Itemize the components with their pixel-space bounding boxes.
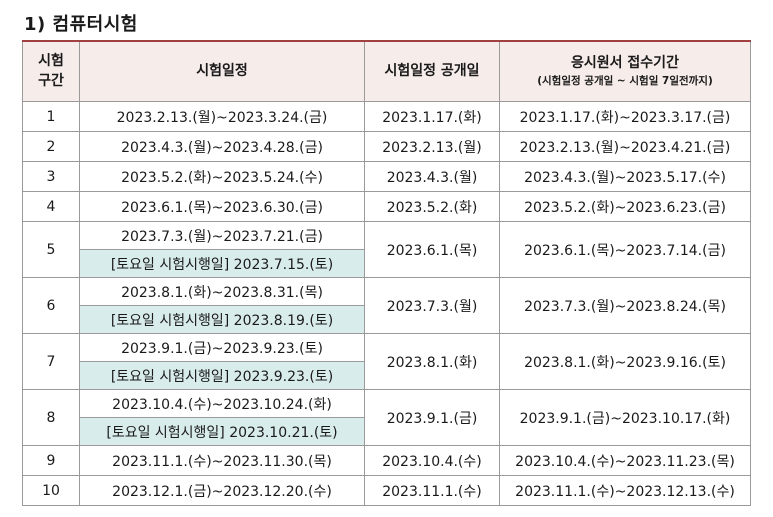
announce-cell: 2023.9.1.(금) <box>364 389 500 446</box>
period-number: 8 <box>22 389 80 446</box>
period-number: 3 <box>22 161 80 192</box>
header-schedule: 시험일정 <box>79 40 365 102</box>
table-body: 1 2023.2.13.(월)~2023.3.24.(금) 2023.1.17.(화… <box>22 101 751 506</box>
header-announce: 시험일정 공개일 <box>364 40 500 102</box>
table-row: 10 2023.12.1.(금)~2023.12.20.(수) 2023.11.1.… <box>22 475 751 506</box>
announce-cell: 2023.1.17.(화) <box>364 101 500 132</box>
application-cell: 2023.4.3.(월)~2023.5.17.(수) <box>499 161 751 192</box>
schedule-cell: 2023.11.1.(수)~2023.11.30.(목) <box>79 445 365 476</box>
announce-cell: 2023.5.2.(화) <box>364 191 500 222</box>
table-row-saturday: [토요일 시험시행일] 2023.8.19.(토) <box>23 305 751 334</box>
announce-cell: 2023.10.4.(수) <box>364 445 500 476</box>
table-row: 5 2023.7.3.(월)~2023.7.21.(금) 2023.6.1.(목) 2… <box>22 221 751 278</box>
application-cell: 2023.10.4.(수)~2023.11.23.(목) <box>499 445 751 476</box>
schedule-cell: 2023.8.1.(화)~2023.8.31.(목) <box>79 277 365 306</box>
table-row: 3 2023.5.2.(화)~2023.5.24.(수) 2023.4.3.(월) 2… <box>22 161 751 192</box>
announce-cell: 2023.2.13.(월) <box>364 131 500 162</box>
period-number: 6 <box>22 277 80 334</box>
schedule-cell: 2023.10.4.(수)~2023.10.24.(화) <box>79 389 365 418</box>
period-number: 4 <box>22 191 80 222</box>
schedule-cell: 2023.6.1.(목)~2023.6.30.(금) <box>79 191 365 222</box>
saturday-exam-cell: [토요일 시험시행일] 2023.9.23.(토) <box>79 361 365 390</box>
saturday-exam-cell: [토요일 시험시행일] 2023.7.15.(토) <box>79 249 365 278</box>
schedule-cell: 2023.9.1.(금)~2023.9.23.(토) <box>79 333 365 362</box>
period-number: 2 <box>22 131 80 162</box>
announce-cell: 2023.6.1.(목) <box>364 221 500 278</box>
saturday-exam-cell: [토요일 시험시행일] 2023.8.19.(토) <box>79 305 365 334</box>
application-cell: 2023.11.1.(수)~2023.12.13.(수) <box>499 475 751 506</box>
schedule-cell: 2023.7.3.(월)~2023.7.21.(금) <box>79 221 365 250</box>
announce-cell: 2023.4.3.(월) <box>364 161 500 192</box>
announce-cell: 2023.11.1.(수) <box>364 475 500 506</box>
announce-cell: 2023.7.3.(월) <box>364 277 500 334</box>
table-row: 2 2023.4.3.(월)~2023.4.28.(금) 2023.2.13.(월)… <box>22 131 751 162</box>
period-number: 5 <box>22 221 80 278</box>
table-row-saturday: [토요일 시험시행일] 2023.10.21.(토) <box>23 417 751 446</box>
schedule-cell: 2023.12.1.(금)~2023.12.20.(수) <box>79 475 365 506</box>
table-row: 7 2023.9.1.(금)~2023.9.23.(토) 2023.8.1.(화) 2… <box>22 333 751 390</box>
header-row: 시험 구간 시험일정 시험일정 공개일 응시원서 접수기간 (시험일정 공개일 … <box>22 40 751 102</box>
section-title: 1) 컴퓨터시험 <box>24 14 138 35</box>
table-row-saturday: [토요일 시험시행일] 2023.7.15.(토) <box>23 249 751 278</box>
period-number: 10 <box>22 475 80 506</box>
application-cell: 2023.6.1.(목)~2023.7.14.(금) <box>499 221 751 278</box>
application-cell: 2023.7.3.(월)~2023.8.24.(목) <box>499 277 751 334</box>
schedule-cell: 2023.4.3.(월)~2023.4.28.(금) <box>79 131 365 162</box>
header-application: 응시원서 접수기간 (시험일정 공개일 ~ 시험일 7일전까지) <box>499 40 751 102</box>
application-cell: 2023.8.1.(화)~2023.9.16.(토) <box>499 333 751 390</box>
period-number: 1 <box>22 101 80 132</box>
period-number: 7 <box>22 333 80 390</box>
table-row: 6 2023.8.1.(화)~2023.8.31.(목) 2023.7.3.(월) 2… <box>22 277 751 334</box>
exam-schedule-table: 시험 구간 시험일정 시험일정 공개일 응시원서 접수기간 (시험일정 공개일 … <box>22 40 751 506</box>
schedule-cell: 2023.5.2.(화)~2023.5.24.(수) <box>79 161 365 192</box>
application-cell: 2023.2.13.(월)~2023.4.21.(금) <box>499 131 751 162</box>
application-cell: 2023.5.2.(화)~2023.6.23.(금) <box>499 191 751 222</box>
period-number: 9 <box>22 445 80 476</box>
table-row: 1 2023.2.13.(월)~2023.3.24.(금) 2023.1.17.(화… <box>22 101 751 132</box>
table-row: 9 2023.11.1.(수)~2023.11.30.(목) 2023.10.4.(… <box>22 445 751 476</box>
application-cell: 2023.1.17.(화)~2023.3.17.(금) <box>499 101 751 132</box>
table-row: 4 2023.6.1.(목)~2023.6.30.(금) 2023.5.2.(화) 2… <box>22 191 751 222</box>
header-application-sub: (시험일정 공개일 ~ 시험일 7일전까지) <box>537 74 713 87</box>
schedule-cell: 2023.2.13.(월)~2023.3.24.(금) <box>79 101 365 132</box>
table-row: 8 2023.10.4.(수)~2023.10.24.(화) 2023.9.1.(금… <box>22 389 751 446</box>
announce-cell: 2023.8.1.(화) <box>364 333 500 390</box>
header-period: 시험 구간 <box>22 40 80 102</box>
application-cell: 2023.9.1.(금)~2023.10.17.(화) <box>499 389 751 446</box>
saturday-exam-cell: [토요일 시험시행일] 2023.10.21.(토) <box>79 417 365 446</box>
